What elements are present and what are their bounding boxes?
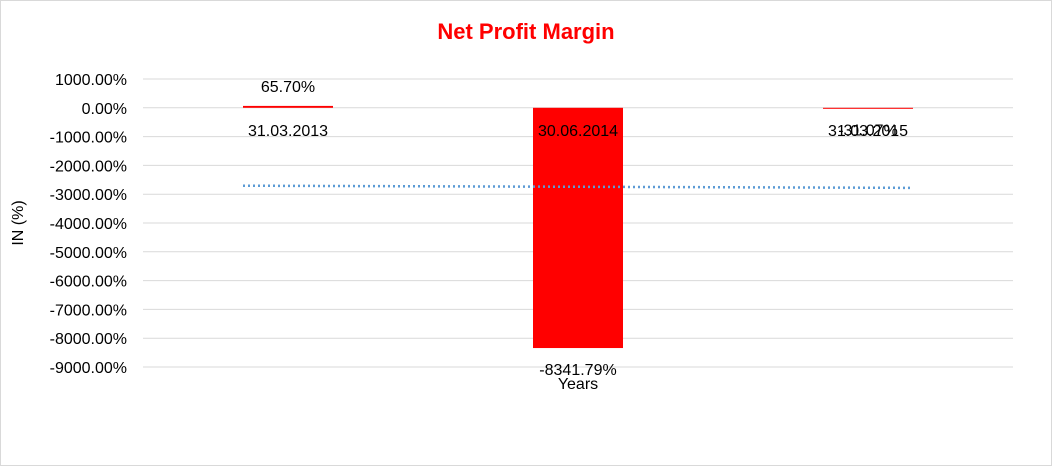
y-tick-label: 0.00% [82, 101, 127, 118]
trendline [242, 184, 914, 190]
y-tick-label: -2000.00% [50, 158, 127, 175]
bars [243, 105, 913, 349]
bar [823, 107, 913, 109]
data-label: -31.07% [838, 123, 898, 140]
y-axis-label: IN (%) [10, 200, 27, 245]
y-tick-label: -4000.00% [50, 216, 127, 233]
bar [243, 105, 333, 108]
data-labels: 65.70% -8341.79% -31.07% [261, 79, 898, 379]
trendline-line [242, 184, 914, 190]
category-label: 30.06.2014 [538, 123, 618, 140]
y-tick-label: -3000.00% [50, 187, 127, 204]
y-tick-label: -5000.00% [50, 245, 127, 262]
data-label: -8341.79% [539, 362, 616, 379]
y-tick-label: -7000.00% [50, 302, 127, 319]
category-label: 31.03.2013 [248, 123, 328, 140]
x-axis-label: Years [558, 376, 598, 393]
chart-title: Net Profit Margin [437, 19, 614, 44]
y-tick-label: -9000.00% [50, 360, 127, 377]
y-tick-label: -6000.00% [50, 274, 127, 291]
x-axis-categories: 31.03.2013 30.06.2014 31.03.2015 [248, 123, 908, 140]
category-label: 31.03.2015 [828, 123, 908, 140]
data-label: 65.70% [261, 79, 315, 96]
y-tick-label: -1000.00% [50, 130, 127, 147]
bar [533, 107, 623, 349]
y-axis-ticks: 1000.00% 0.00% -1000.00% -2000.00% -3000.00%… [50, 72, 127, 377]
y-tick-label: -8000.00% [50, 331, 127, 348]
y-tick-label: 1000.00% [55, 72, 127, 89]
